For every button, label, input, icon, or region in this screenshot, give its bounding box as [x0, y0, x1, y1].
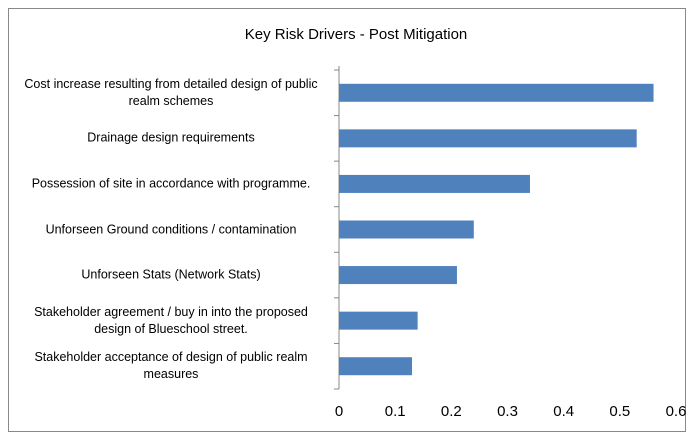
- y-tick-label: Unforseen Ground conditions / contaminat…: [45, 222, 297, 236]
- x-tick-label: 0.5: [609, 403, 630, 420]
- bar: [339, 266, 457, 285]
- y-tick-label: Stakeholder acceptance of design of publ…: [34, 350, 308, 382]
- y-tick-label: Unforseen Stats (Network Stats): [81, 267, 261, 282]
- x-tick-label: 0: [335, 403, 343, 420]
- bar: [339, 357, 413, 376]
- bar: [339, 83, 654, 102]
- x-tick-label: 0.3: [497, 403, 518, 420]
- bar: [339, 220, 474, 239]
- chart-title: Key Risk Drivers - Post Mitigation: [245, 26, 468, 43]
- x-tick-label: 0.2: [441, 403, 462, 420]
- bar: [339, 129, 637, 148]
- y-tick-label: Stakeholder agreement / buy in into the …: [34, 304, 308, 336]
- y-tick-label: Possession of site in accordance with pr…: [31, 176, 311, 191]
- x-tick-label: 0.6: [666, 403, 687, 420]
- y-tick-label: Cost increase resulting from detailed de…: [24, 76, 318, 108]
- bar: [339, 174, 530, 193]
- x-tick-label: 0.4: [553, 403, 574, 420]
- y-tick-label: Drainage design requirements: [87, 130, 255, 145]
- bar: [339, 311, 418, 330]
- x-tick-label: 0.1: [385, 403, 406, 420]
